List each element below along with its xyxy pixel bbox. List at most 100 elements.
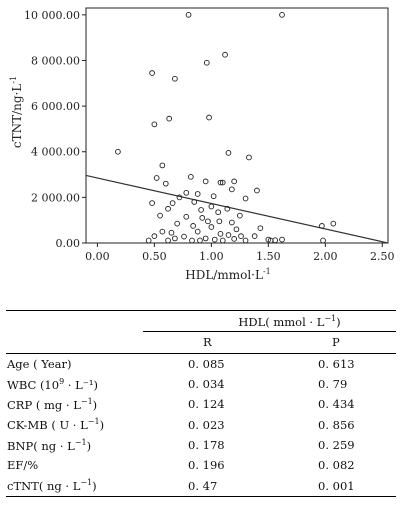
data-point: [267, 237, 274, 244]
data-point: [176, 194, 183, 201]
data-point: [191, 199, 198, 205]
data-point: [319, 223, 325, 229]
data-point: [165, 205, 171, 212]
data-point: [157, 212, 163, 219]
row-label: Age ( Year): [7, 356, 72, 371]
p-value: 0. 259: [318, 437, 355, 452]
data-point: [219, 237, 226, 244]
data-point: [257, 225, 264, 232]
data-point: [225, 232, 232, 238]
data-point: [190, 223, 196, 229]
table-row: cTNT( ng · L−1) 0. 47 0. 001: [6, 475, 396, 497]
data-point: [217, 179, 224, 186]
r-value: 0. 47: [143, 475, 270, 497]
data-point: [251, 233, 258, 240]
data-point: [225, 150, 232, 156]
data-point: [185, 11, 192, 18]
data-point: [181, 233, 187, 240]
table-row: CRP ( mg · L−1) 0. 124 0. 434: [6, 394, 396, 414]
data-point: [159, 162, 166, 169]
data-point: [216, 218, 223, 225]
y-tick-label: 0.00: [56, 237, 81, 250]
scatter-chart: 0.00 0.50 1.00 1.50 2.00 2.50 0.00 2 000.00 4 0…: [9, 7, 395, 282]
data-point: [279, 236, 285, 243]
r-value: 0. 196: [188, 458, 225, 473]
data-point: [210, 193, 217, 200]
data-point: [172, 235, 178, 242]
data-point: [183, 213, 190, 220]
data-point: [211, 236, 218, 243]
x-tick-label: 1.00: [199, 250, 224, 263]
p-value: 0. 001: [270, 475, 396, 497]
row-label: CRP ( mg · L−1): [7, 396, 98, 412]
x-tick-label: 0.00: [85, 250, 110, 263]
data-point: [222, 51, 228, 58]
data-point: [219, 179, 226, 186]
group-header: HDL( mmol · L−1): [143, 309, 396, 333]
regression-line: [85, 174, 389, 244]
data-point: [151, 121, 158, 128]
y-axis-ticks: 0.00 2 000.00 4 000.00 6 000.00 8 000.00 10 0…: [24, 9, 86, 250]
data-point: [149, 70, 155, 76]
data-point: [231, 178, 238, 185]
data-point: [229, 219, 235, 226]
row-label: cTNT( ng · L−1): [6, 475, 143, 497]
data-points: [115, 11, 337, 244]
data-point: [189, 237, 195, 244]
data-point: [233, 226, 240, 233]
table-row: EF/% 0. 196 0. 082: [6, 455, 396, 475]
x-tick-label: 2.50: [370, 250, 395, 263]
data-point: [165, 237, 171, 244]
row-label: CK-MB ( U · L−1): [7, 417, 105, 433]
p-value: 0. 79: [318, 377, 348, 392]
p-value: 0. 082: [318, 458, 355, 473]
x-axis-label: HDL/mmol·L-1: [185, 267, 271, 282]
table-row: WBC (109 · L⁻¹) 0. 034 0. 79: [6, 374, 396, 394]
plot-frame: [85, 7, 389, 244]
data-point: [202, 235, 209, 242]
x-axis-ticks: 0.00 0.50 1.00 1.50 2.00 2.50: [85, 243, 395, 263]
data-point: [272, 237, 279, 244]
data-point: [208, 203, 215, 210]
data-point: [224, 205, 231, 212]
y-axis-label: cTNT/ng·L-1: [9, 76, 24, 148]
p-value: 0. 434: [318, 397, 355, 412]
data-point: [242, 237, 249, 244]
data-point: [217, 231, 224, 237]
r-value: 0. 034: [188, 377, 225, 392]
x-tick-label: 0.50: [142, 250, 167, 263]
data-point: [162, 180, 169, 187]
table-group-header-row: HDL( mmol · L−1): [6, 309, 396, 333]
table-corner: [6, 309, 143, 332]
data-point: [183, 189, 190, 196]
data-point: [172, 75, 178, 82]
p-value: 0. 856: [318, 417, 355, 432]
data-point: [206, 114, 212, 121]
data-point: [202, 178, 209, 185]
data-point: [151, 233, 158, 240]
data-point: [238, 233, 244, 240]
data-point: [229, 186, 235, 193]
data-point: [174, 220, 181, 227]
table-row: BNP( ng · L−1) 0. 178 0. 259: [6, 435, 396, 455]
data-point: [208, 224, 215, 230]
y-tick-label: 6 000.00: [31, 100, 80, 113]
y-tick-label: 2 000.00: [31, 191, 80, 204]
data-point: [153, 175, 160, 181]
data-point: [246, 154, 252, 161]
data-point: [145, 237, 152, 244]
data-point: [168, 229, 175, 236]
data-point: [231, 236, 238, 242]
r-value: 0. 023: [188, 417, 225, 432]
data-point: [215, 209, 222, 216]
row-label: WBC (109 · L⁻¹): [7, 376, 98, 392]
p-value: 0. 613: [318, 356, 355, 371]
data-point: [205, 218, 211, 225]
x-tick-label: 1.50: [256, 250, 281, 263]
data-point: [169, 200, 176, 206]
row-label: EF/%: [7, 458, 39, 473]
col-header-r: R: [143, 331, 270, 354]
y-tick-label: 8 000.00: [31, 54, 80, 67]
data-point: [197, 237, 203, 244]
data-point: [187, 173, 194, 180]
